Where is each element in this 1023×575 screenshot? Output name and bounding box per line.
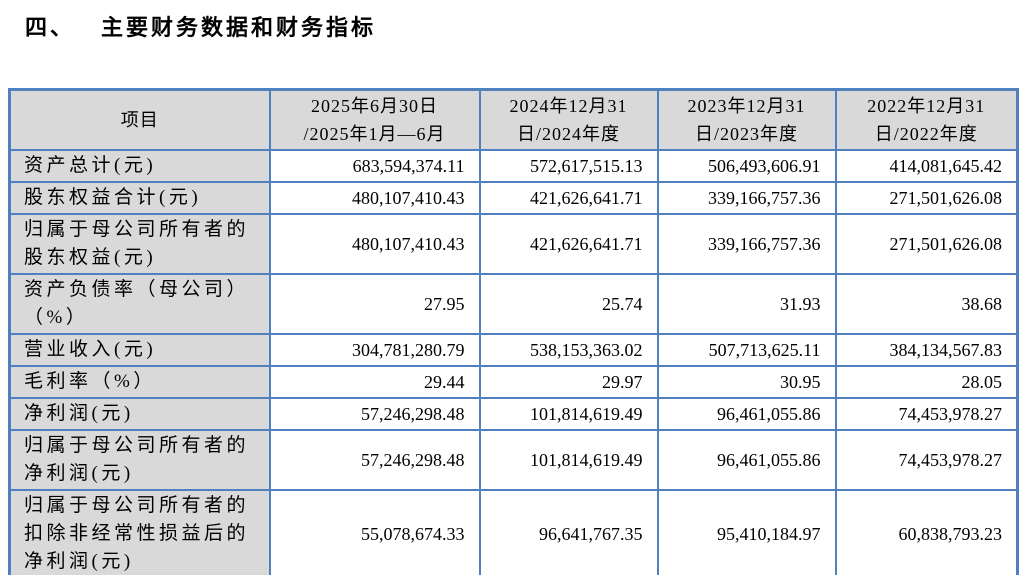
header-row: 项目 2025年6月30日 /2025年1月—6月 2024年12月31 日/202…: [8, 88, 1019, 151]
value-cell: 60,838,793.23: [834, 489, 1019, 575]
item-label-cell: 资产负债率（母公司） （%）: [8, 273, 271, 335]
value-cell: 30.95: [656, 365, 837, 399]
item-label-cell: 资产总计(元): [8, 149, 271, 183]
section-title: 四、 主要财务数据和财务指标: [25, 10, 376, 42]
item-label-cell: 归属于母公司所有者的 净利润(元): [8, 429, 271, 491]
column-header: 2024年12月31 日/2024年度: [478, 88, 659, 151]
value-cell: 38.68: [834, 273, 1019, 335]
value-cell: 480,107,410.43: [268, 181, 481, 215]
value-cell: 57,246,298.48: [268, 429, 481, 491]
value-cell: 271,501,626.08: [834, 213, 1019, 275]
value-cell: 506,493,606.91: [656, 149, 837, 183]
table-row: 归属于母公司所有者的 股东权益(元) 480,107,410.43 421,626,…: [8, 213, 1019, 275]
table-row: 归属于母公司所有者的 净利润(元) 57,246,298.48 101,814,61…: [8, 429, 1019, 491]
table-row: 资产总计(元) 683,594,374.11 572,617,515.13 506,4…: [8, 149, 1019, 183]
item-label-cell: 营业收入(元): [8, 333, 271, 367]
value-cell: 25.74: [478, 273, 659, 335]
value-cell: 55,078,674.33: [268, 489, 481, 575]
value-cell: 339,166,757.36: [656, 181, 837, 215]
table-row: 归属于母公司所有者的 扣除非经常性损益后的 净利润(元) 55,078,674.3…: [8, 489, 1019, 575]
table-row: 资产负债率（母公司） （%） 27.95 25.74 31.93 38.68: [8, 273, 1019, 335]
value-cell: 101,814,619.49: [478, 397, 659, 431]
value-cell: 480,107,410.43: [268, 213, 481, 275]
value-cell: 96,461,055.86: [656, 397, 837, 431]
value-cell: 96,461,055.86: [656, 429, 837, 491]
section-title-text: 主要财务数据和财务指标: [101, 15, 377, 40]
item-label-cell: 股东权益合计(元): [8, 181, 271, 215]
value-cell: 421,626,641.71: [478, 213, 659, 275]
value-cell: 339,166,757.36: [656, 213, 837, 275]
column-header: 2023年12月31 日/2023年度: [656, 88, 837, 151]
column-header: 项目: [8, 88, 271, 151]
value-cell: 57,246,298.48: [268, 397, 481, 431]
value-cell: 95,410,184.97: [656, 489, 837, 575]
item-label-cell: 净利润(元): [8, 397, 271, 431]
table-row: 营业收入(元) 304,781,280.79 538,153,363.02 507,7…: [8, 333, 1019, 367]
table-body: 资产总计(元) 683,594,374.11 572,617,515.13 506,4…: [8, 149, 1019, 575]
value-cell: 101,814,619.49: [478, 429, 659, 491]
value-cell: 271,501,626.08: [834, 181, 1019, 215]
column-header: 2022年12月31 日/2022年度: [834, 88, 1019, 151]
value-cell: 384,134,567.83: [834, 333, 1019, 367]
value-cell: 683,594,374.11: [268, 149, 481, 183]
value-cell: 29.97: [478, 365, 659, 399]
value-cell: 421,626,641.71: [478, 181, 659, 215]
section-number: 四、: [25, 15, 76, 40]
financial-table: 项目 2025年6月30日 /2025年1月—6月 2024年12月31 日/202…: [8, 88, 1019, 575]
table-row: 净利润(元) 57,246,298.48 101,814,619.49 96,461,…: [8, 397, 1019, 431]
value-cell: 538,153,363.02: [478, 333, 659, 367]
value-cell: 74,453,978.27: [834, 429, 1019, 491]
value-cell: 27.95: [268, 273, 481, 335]
value-cell: 572,617,515.13: [478, 149, 659, 183]
value-cell: 96,641,767.35: [478, 489, 659, 575]
table-row: 毛利率（%） 29.44 29.97 30.95 28.05: [8, 365, 1019, 399]
value-cell: 304,781,280.79: [268, 333, 481, 367]
item-label-cell: 归属于母公司所有者的 扣除非经常性损益后的 净利润(元): [8, 489, 271, 575]
table-header: 项目 2025年6月30日 /2025年1月—6月 2024年12月31 日/202…: [8, 88, 1019, 151]
value-cell: 31.93: [656, 273, 837, 335]
value-cell: 28.05: [834, 365, 1019, 399]
value-cell: 414,081,645.42: [834, 149, 1019, 183]
item-label-cell: 毛利率（%）: [8, 365, 271, 399]
item-label-cell: 归属于母公司所有者的 股东权益(元): [8, 213, 271, 275]
value-cell: 507,713,625.11: [656, 333, 837, 367]
value-cell: 29.44: [268, 365, 481, 399]
value-cell: 74,453,978.27: [834, 397, 1019, 431]
column-header: 2025年6月30日 /2025年1月—6月: [268, 88, 481, 151]
table-row: 股东权益合计(元) 480,107,410.43 421,626,641.71 339…: [8, 181, 1019, 215]
